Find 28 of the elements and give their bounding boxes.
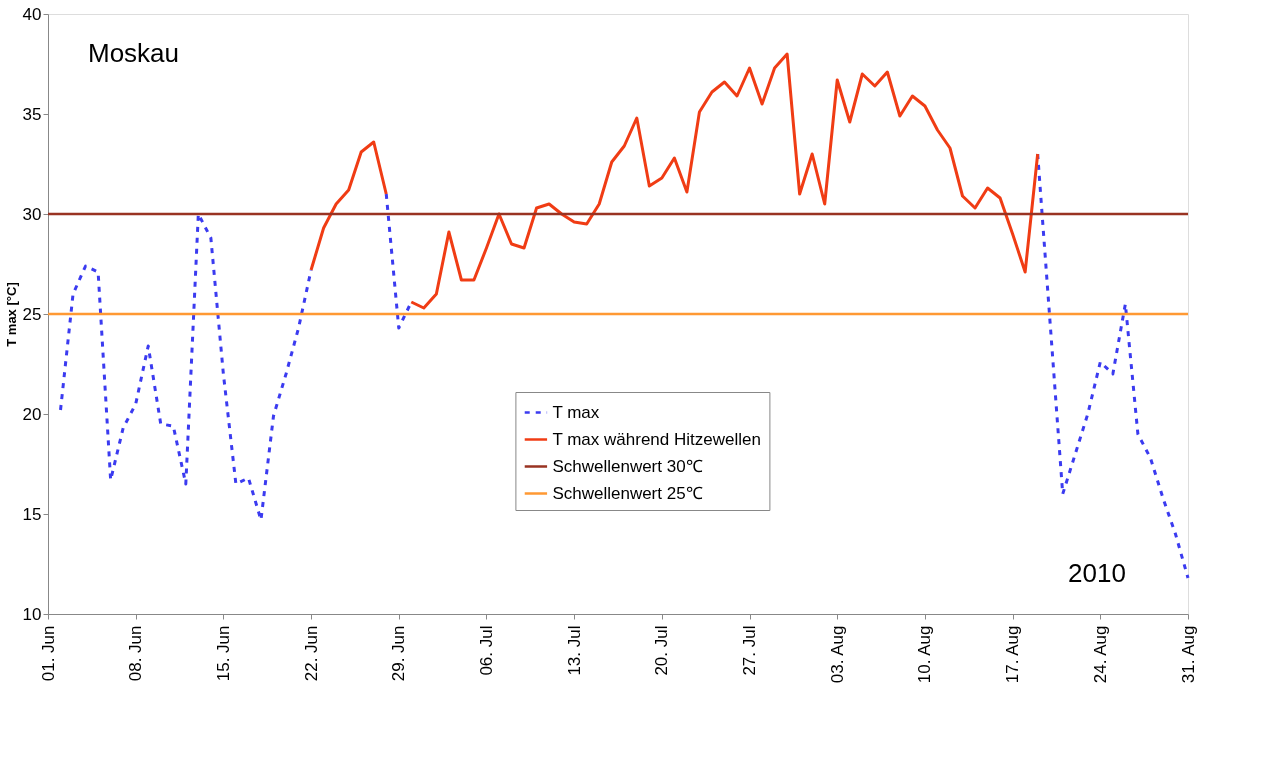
legend-label: T max während Hitzewellen bbox=[552, 429, 761, 449]
x-tick-label: 06. Jul bbox=[476, 625, 496, 676]
x-tick-label: 27. Jul bbox=[740, 625, 760, 676]
x-tick-label: 20. Jul bbox=[652, 625, 672, 676]
y-tick-label: 20 bbox=[22, 404, 42, 424]
y-tick-label: 40 bbox=[22, 4, 42, 24]
x-tick-label: 17. Aug bbox=[1003, 625, 1023, 684]
legend-label: Schwellenwert 30℃ bbox=[552, 456, 703, 476]
x-tick-label: 15. Jun bbox=[213, 625, 233, 682]
x-tick-label: 31. Aug bbox=[1178, 625, 1198, 684]
y-tick-label: 30 bbox=[22, 204, 42, 224]
x-tick-label: 24. Aug bbox=[1090, 625, 1110, 684]
annotation: Moskau bbox=[88, 38, 180, 68]
x-tick-label: 03. Aug bbox=[827, 625, 847, 684]
y-tick-label: 10 bbox=[22, 604, 42, 624]
y-axis-title: T max [°C] bbox=[3, 282, 19, 347]
x-tick-label: 08. Jun bbox=[126, 625, 146, 682]
x-tick-label: 10. Aug bbox=[915, 625, 935, 684]
x-tick-label: 29. Jun bbox=[389, 625, 409, 682]
annotation: 2010 bbox=[1068, 558, 1126, 588]
legend-label: Schwellenwert 25℃ bbox=[552, 483, 703, 503]
y-tick-label: 25 bbox=[22, 304, 42, 324]
x-tick-label: 13. Jul bbox=[564, 625, 584, 676]
y-tick-label: 15 bbox=[22, 504, 42, 524]
x-tick-label: 01. Jun bbox=[38, 625, 58, 682]
legend-label: T max bbox=[552, 402, 600, 422]
y-tick-label: 35 bbox=[22, 104, 42, 124]
x-tick-label: 22. Jun bbox=[301, 625, 321, 682]
